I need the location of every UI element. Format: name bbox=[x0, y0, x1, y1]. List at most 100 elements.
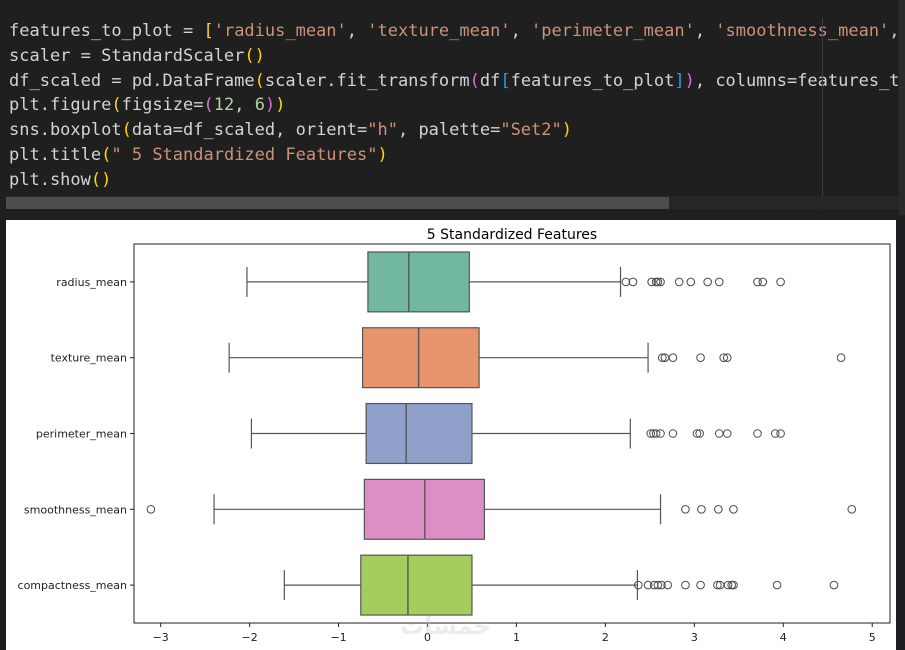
outlier-point bbox=[686, 277, 696, 287]
code-line[interactable]: plt.figure(figsize=(12, 6)) bbox=[9, 93, 905, 118]
code-token: ( bbox=[121, 120, 132, 141]
x-tick-label: −2 bbox=[242, 631, 258, 644]
outlier-point bbox=[722, 353, 732, 362]
code-token: 12 bbox=[213, 95, 235, 116]
outlier-point bbox=[703, 277, 712, 287]
code-token: df_scaled = pd.DataFrame bbox=[9, 70, 255, 91]
outlier-point bbox=[646, 429, 656, 438]
code-token: sns.boxplot bbox=[9, 120, 122, 141]
outlier-point bbox=[668, 353, 678, 362]
outlier-point bbox=[656, 277, 665, 287]
box-radius_mean bbox=[367, 251, 470, 313]
code-token: df bbox=[479, 70, 501, 91]
code-line[interactable]: plt.title(" 5 Standardized Features") bbox=[9, 143, 905, 168]
outlier-point bbox=[651, 277, 661, 287]
outlier-point bbox=[714, 505, 723, 514]
x-tick-label: 0 bbox=[424, 631, 431, 644]
code-token: "Set2" bbox=[500, 120, 562, 141]
outlier-point bbox=[647, 277, 656, 287]
outlier-point bbox=[776, 429, 785, 438]
code-line[interactable]: df_scaled = pd.DataFrame(scaler.fit_tran… bbox=[9, 69, 905, 94]
code-token: plt.show bbox=[9, 169, 91, 190]
y-tick-label: perimeter_mean bbox=[36, 428, 127, 441]
code-token: plt.title bbox=[9, 144, 102, 165]
outlier-point bbox=[772, 580, 782, 590]
horizontal-scrollbar-thumb[interactable] bbox=[6, 197, 669, 209]
outlier-point bbox=[729, 505, 738, 514]
code-token: "h" bbox=[367, 120, 398, 141]
code-token: scaler.fit_transform bbox=[264, 70, 470, 91]
outlier-point bbox=[722, 429, 732, 438]
outlier-point bbox=[656, 429, 665, 438]
boxplot-chart: 5 Standardized Features −3 −2 −1 0 1 2 3 4 5 radiu… bbox=[18, 227, 891, 644]
code-token: figsize= bbox=[121, 95, 204, 116]
code-token: data=df_scaled, orient= bbox=[131, 120, 368, 141]
code-token: ) bbox=[264, 95, 276, 116]
code-line[interactable]: sns.boxplot(data=df_scaled, orient="h", … bbox=[9, 118, 905, 143]
plot-output: 5 Standardized Features −3 −2 −1 0 1 2 3 4 5 radiu… bbox=[6, 220, 896, 650]
code-token: [ bbox=[203, 21, 214, 41]
code-token: () bbox=[90, 169, 112, 190]
code-token: 'perimeter_mean' bbox=[531, 21, 695, 41]
code-line[interactable]: features_to_plot = ['radius_mean', 'text… bbox=[9, 19, 905, 44]
code-token: , columns=features_t bbox=[694, 70, 900, 91]
code-token: ) bbox=[561, 120, 572, 141]
x-tick-label: −1 bbox=[330, 631, 346, 644]
code-editor[interactable]: features_to_plot = ['radius_mean', 'text… bbox=[9, 19, 905, 193]
outlier-point bbox=[758, 277, 768, 287]
code-token: , bbox=[889, 21, 900, 41]
outlier-point bbox=[692, 429, 702, 438]
outlier-point bbox=[695, 429, 704, 438]
x-tick-label: 4 bbox=[780, 631, 787, 644]
code-token: ( bbox=[203, 95, 214, 116]
outlier-point bbox=[719, 353, 728, 362]
code-token: , bbox=[694, 21, 716, 41]
code-token: features_to_plot = bbox=[9, 21, 204, 41]
outlier-point bbox=[681, 505, 690, 514]
x-tick-label: 3 bbox=[691, 631, 698, 644]
x-tick-label: −3 bbox=[153, 631, 169, 644]
code-token: () bbox=[244, 45, 265, 66]
x-tick-label: 1 bbox=[513, 631, 520, 644]
code-token: , bbox=[346, 21, 368, 41]
y-tick-label: radius_mean bbox=[56, 276, 127, 289]
box-compactness_mean bbox=[360, 554, 473, 616]
outlier-point bbox=[836, 353, 846, 362]
outlier-point bbox=[696, 353, 705, 362]
outlier-point bbox=[714, 277, 724, 287]
code-token: 'radius_mean' bbox=[213, 21, 347, 41]
code-token: ( bbox=[101, 144, 112, 165]
x-tick-label: 5 bbox=[869, 631, 876, 644]
column-ruler bbox=[822, 18, 823, 210]
outlier-point bbox=[753, 429, 762, 438]
outlier-point bbox=[714, 429, 724, 438]
code-token: ] bbox=[674, 70, 685, 91]
outlier-point bbox=[753, 277, 762, 287]
outlier-point bbox=[697, 505, 706, 514]
y-tick-label: texture_mean bbox=[51, 352, 127, 365]
cell-edge bbox=[899, 0, 905, 215]
code-token: ( bbox=[111, 95, 122, 116]
code-token: ( bbox=[254, 70, 265, 91]
code-token: 'smoothness_mean' bbox=[715, 21, 890, 41]
code-cell[interactable]: features_to_plot = ['radius_mean', 'text… bbox=[0, 0, 905, 215]
outlier-point bbox=[723, 580, 733, 590]
outlier-point bbox=[696, 580, 705, 590]
code-token: plt.figure bbox=[9, 95, 112, 116]
y-tick-label: smoothness_mean bbox=[24, 503, 127, 516]
outlier-point bbox=[651, 429, 661, 438]
outlier-point bbox=[657, 580, 666, 590]
outlier-point bbox=[674, 277, 684, 287]
outlier-point bbox=[146, 505, 156, 514]
outlier-point bbox=[633, 580, 643, 590]
code-token: , bbox=[510, 21, 532, 41]
code-token: ) bbox=[377, 144, 388, 165]
code-token: , palette= bbox=[397, 120, 501, 141]
box-perimeter_mean bbox=[365, 402, 473, 465]
watermark-logo: خمسات bbox=[400, 612, 491, 640]
code-line[interactable]: scaler = StandardScaler() bbox=[9, 44, 905, 69]
code-line[interactable]: plt.show() bbox=[9, 168, 905, 193]
code-token: , bbox=[234, 95, 255, 116]
outlier-point bbox=[847, 505, 857, 514]
outlier-point bbox=[681, 580, 690, 590]
